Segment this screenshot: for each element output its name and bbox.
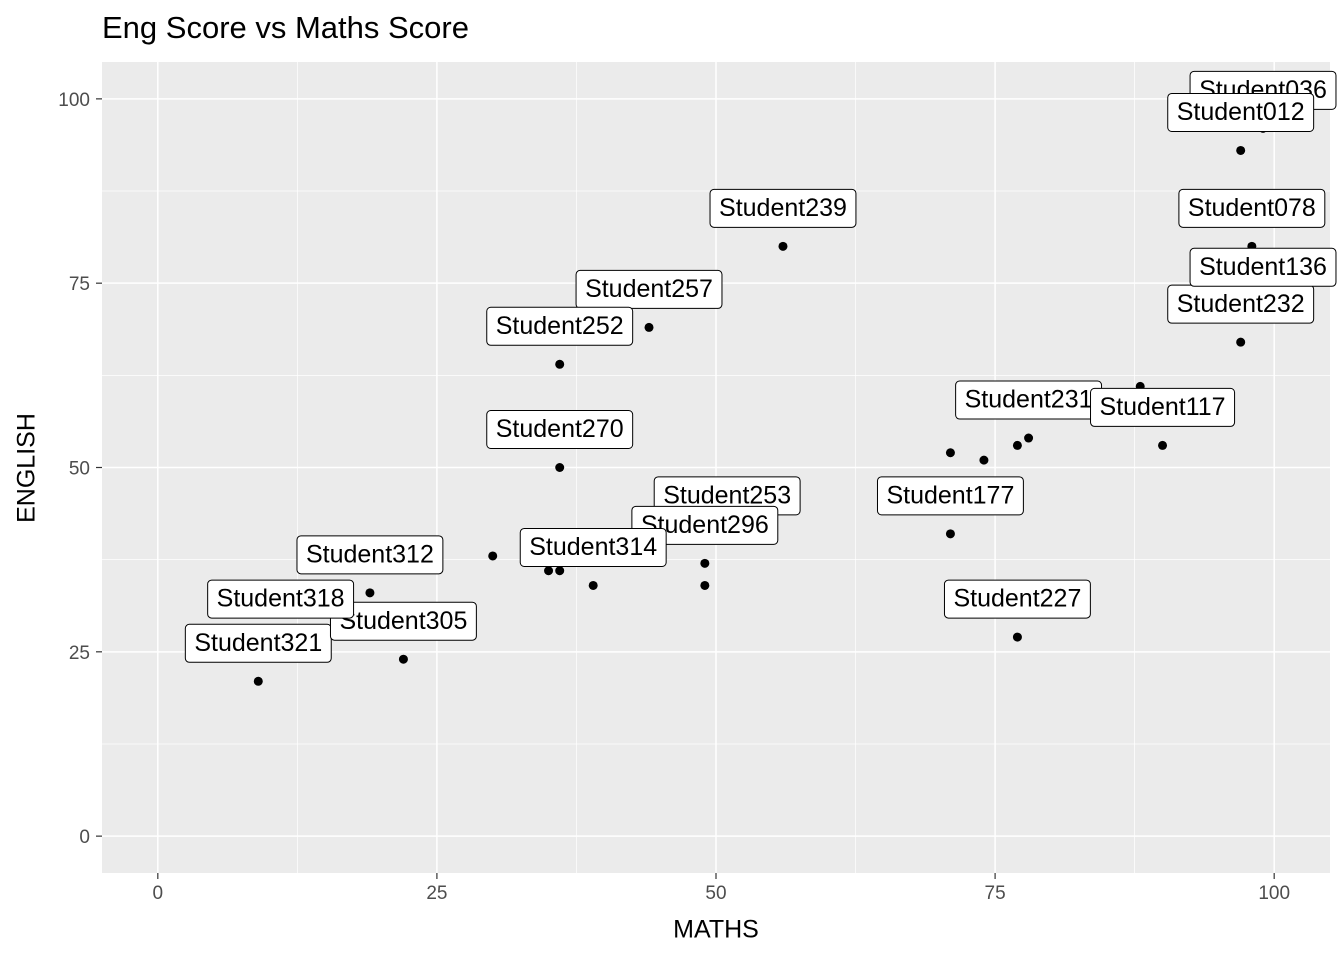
label-text: Student321 <box>194 629 322 657</box>
x-tick-label: 50 <box>705 883 726 904</box>
point-label: Student177 <box>876 476 1024 516</box>
point <box>979 455 989 465</box>
label-text: Student232 <box>1177 290 1305 318</box>
label-box <box>1189 247 1337 287</box>
label-text: Student257 <box>585 275 713 303</box>
point <box>1024 433 1034 443</box>
label-text: Student177 <box>886 481 1014 509</box>
point-label: Student296 <box>631 505 779 545</box>
label-box <box>1090 387 1236 427</box>
label-box <box>207 579 355 619</box>
label-text: Student305 <box>339 607 467 635</box>
point-label: Student270 <box>486 410 634 449</box>
point <box>1236 145 1246 155</box>
point-label: Student312 <box>296 535 444 575</box>
x-tick-label: 0 <box>153 883 164 904</box>
point-label: Student078 <box>1178 188 1326 228</box>
point <box>544 566 554 576</box>
label-text: Student239 <box>719 194 847 222</box>
label-box <box>709 188 857 228</box>
x-tick-label: 25 <box>426 883 447 904</box>
label-text: Student270 <box>496 415 624 443</box>
point <box>555 359 565 369</box>
point <box>644 322 654 332</box>
y-axis-title: ENGLISH <box>13 413 41 523</box>
point-label: Student314 <box>519 527 667 567</box>
label-text: Student318 <box>217 585 345 613</box>
label-text: Student314 <box>529 533 657 561</box>
point <box>1236 337 1246 347</box>
y-tick-label: 25 <box>69 643 90 664</box>
label-text: Student312 <box>306 540 434 568</box>
label-text: Student252 <box>496 312 624 340</box>
point-label: Student321 <box>184 623 332 663</box>
point <box>253 676 263 686</box>
label-box <box>631 505 779 545</box>
point-label: Student257 <box>575 269 723 309</box>
point-label: Student239 <box>709 188 857 228</box>
label-box <box>519 527 667 567</box>
label-text: Student136 <box>1199 253 1327 281</box>
point-label: Student227 <box>943 579 1091 619</box>
x-tick-label: 75 <box>985 883 1006 904</box>
axes: 0 25 50 75 100 0 25 50 75 100 <box>58 90 1290 904</box>
y-tick-label: 50 <box>69 459 90 480</box>
point <box>488 551 498 561</box>
y-tick-label: 0 <box>79 827 90 848</box>
point <box>555 463 565 472</box>
label-box <box>575 269 723 309</box>
label-text: Student227 <box>953 585 1081 613</box>
label-text: Student078 <box>1188 194 1316 222</box>
label-box <box>486 306 634 346</box>
label-box <box>1167 92 1315 132</box>
point <box>1012 632 1022 642</box>
point <box>1012 440 1022 450</box>
point <box>778 241 788 251</box>
point-label: Student136 <box>1189 247 1337 287</box>
label-box <box>876 476 1024 516</box>
point-label: Student252 <box>486 306 634 346</box>
point-label: Student318 <box>207 579 355 619</box>
x-tick-label: 100 <box>1258 883 1290 904</box>
label-box <box>296 535 444 575</box>
label-box <box>1178 188 1326 228</box>
point <box>398 654 408 664</box>
label-box <box>329 601 477 641</box>
point-label: Student231 <box>955 380 1103 420</box>
point <box>700 558 710 568</box>
point <box>588 580 598 590</box>
point <box>945 448 955 458</box>
point <box>365 588 375 598</box>
x-axis-title: MATHS <box>673 916 759 944</box>
label-text: Student231 <box>965 386 1093 414</box>
chart-title: Eng Score vs Maths Score <box>102 10 469 45</box>
label-text: Student117 <box>1100 393 1226 421</box>
point-label: Student232 <box>1167 284 1315 324</box>
point-label: Student117 <box>1090 387 1236 427</box>
point-label: Student012 <box>1167 92 1315 132</box>
label-box <box>486 410 634 449</box>
y-tick-label: 100 <box>58 90 90 111</box>
point <box>1158 440 1168 450</box>
point <box>555 566 565 576</box>
label-box <box>943 579 1091 619</box>
point-label: Student305 <box>329 601 477 641</box>
point <box>700 580 710 590</box>
label-box <box>184 623 332 663</box>
point-label: Student253 <box>653 476 801 516</box>
point <box>945 529 955 539</box>
label-text: Student012 <box>1177 98 1305 126</box>
y-tick-label: 75 <box>69 274 90 295</box>
label-text: Student253 <box>663 481 791 509</box>
